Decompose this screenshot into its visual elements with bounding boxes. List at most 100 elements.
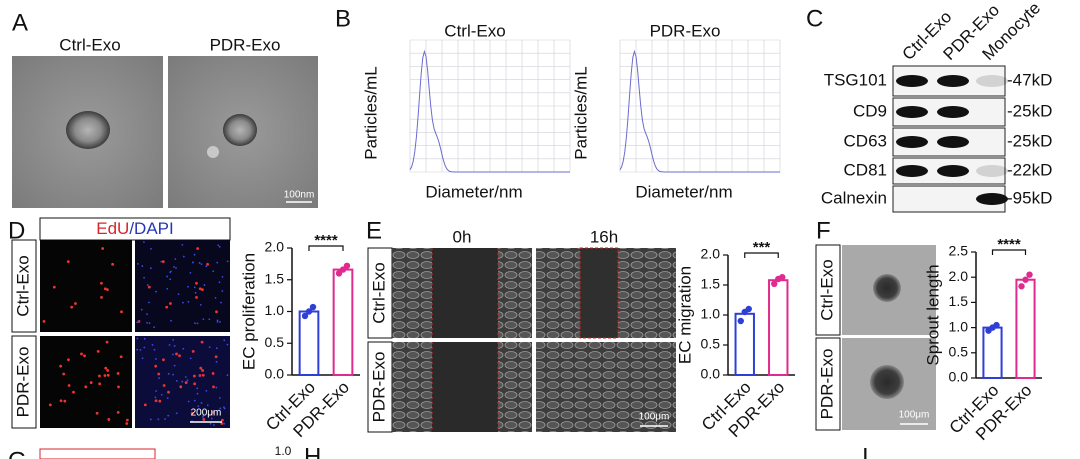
y-tick-label: 2.0 [265,239,285,255]
nucleus-dot [223,422,226,425]
panel-label: A [12,9,28,36]
y-tick-label: 1.0 [701,306,721,322]
nucleus-dot [187,400,190,403]
scale-label: 100nm [284,190,315,201]
cell-dot [98,382,102,386]
protein-label: CD81 [844,160,887,179]
nucleus-dot [220,301,222,304]
cell-dot [199,366,203,370]
nucleus-dot [157,418,160,421]
nucleus-dot [198,262,201,264]
y-tick-label: 0.5 [949,344,969,360]
y-tick-label: 1.5 [949,293,969,309]
cell-dot [195,296,198,299]
band [937,165,969,177]
nucleus-dot [200,402,203,404]
band [896,106,928,118]
tick-label: 1.0 [275,444,292,458]
x-axis-label: Diameter/nm [425,182,522,201]
nucleus-dot [154,396,157,399]
vesicle [223,114,257,146]
y-axis-label: EC proliferation [239,253,258,370]
time-label: 16h [590,227,618,246]
cell-dot [89,381,93,384]
cell-dot [154,399,158,403]
nucleus-dot [218,397,221,399]
nucleus-dot [153,326,156,329]
y-tick-label: 1.5 [701,276,721,292]
nucleus-dot [203,284,206,286]
cell-dot [116,372,120,375]
cell-dot [106,369,110,372]
band [976,75,1008,87]
nucleus-dot [175,412,178,415]
nucleus-dot [170,319,172,322]
size-label: -95kD [1007,188,1052,207]
size-label: -22kD [1007,160,1052,179]
cell-dot [212,385,215,389]
cell-dot [201,369,205,372]
panel-label: F [816,217,831,244]
nucleus-dot [200,263,203,265]
nucleus-dot [181,380,184,383]
nucleus-dot [214,296,217,299]
row-label-box [11,335,37,429]
protein-label: CD9 [853,101,887,120]
cell-dot [62,372,66,376]
significance: **** [997,236,1021,253]
cell-dot [120,310,123,314]
size-label: -25kD [1007,131,1052,150]
nucleus-dot [141,265,144,267]
band [896,165,928,177]
nucleus-dot [138,320,140,323]
nucleus-dot [218,281,221,284]
significance-bracket [991,249,1027,255]
cell-dot [220,422,224,425]
nucleus-dot [146,284,149,286]
nucleus-dot [154,358,157,360]
nucleus-dot [205,389,208,392]
significance: **** [314,232,338,249]
cell-dot [175,352,178,356]
protein-label: TSG101 [824,70,887,89]
nucleus-dot [167,372,170,375]
nucleus-dot [137,262,139,265]
nucleus-dot [164,418,166,420]
cell-dot [178,354,181,358]
data-point [335,270,343,277]
row-label: PDR-Exo [369,352,388,423]
stain-edu: EdU [96,219,129,238]
cell-dot [158,399,162,403]
nucleus-dot [223,406,225,409]
cell-dot [162,358,165,362]
nucleus-dot [146,321,148,324]
band [937,106,969,118]
nucleus-dot [167,414,170,417]
row-label: PDR-Exo [13,347,32,418]
vesicle [207,146,219,158]
cell-dot [74,302,77,305]
nucleus-dot [221,276,224,278]
nucleus-dot [193,286,196,289]
nucleus-dot [215,347,218,350]
nucleus-dot [221,290,224,292]
row-label-box [11,239,37,333]
band [896,75,928,87]
size-curve [409,49,570,173]
fluorescence-images: Ctrl-Exo PDR-Exo 200μm [11,239,230,429]
cell-dot [161,260,165,264]
scratch-images: Ctrl-Exo PDR-Exo 100μm [367,247,676,433]
nucleus-dot [139,349,142,351]
cell-dot [162,384,166,387]
cell-dot [193,374,196,378]
grid [409,39,571,173]
image-title: Ctrl-Exo [59,35,120,54]
nucleus-dot [226,343,229,346]
nucleus-dot [184,376,187,378]
y-tick-label: 2.0 [949,268,969,284]
nucleus-dot [141,357,144,360]
plot-title: PDR-Exo [650,21,721,40]
merge-image [135,240,230,332]
scratch-16h [536,342,676,432]
